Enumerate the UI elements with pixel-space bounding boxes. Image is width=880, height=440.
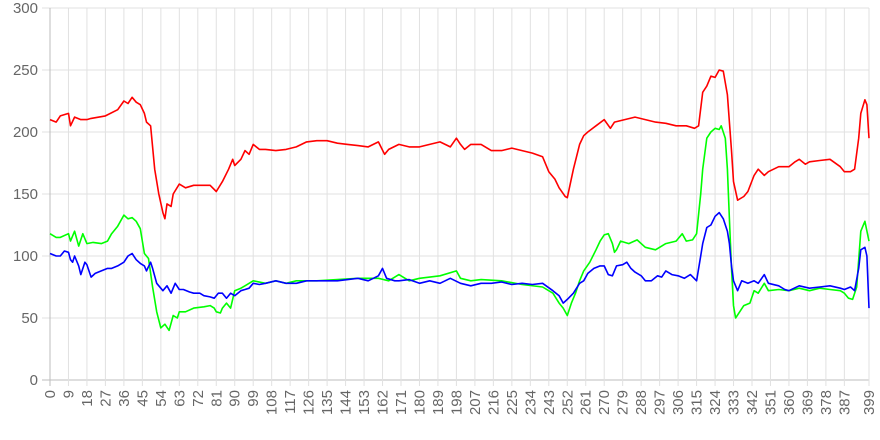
x-tick-label: 171 [393, 390, 410, 415]
x-tick-label: 81 [208, 390, 225, 407]
x-tick-label: 216 [485, 390, 502, 415]
y-tick-label: 150 [13, 186, 38, 203]
x-tick-label: 27 [97, 390, 114, 407]
x-tick-label: 288 [633, 390, 650, 415]
x-tick-label: 189 [430, 390, 447, 415]
x-tick-label: 351 [762, 390, 779, 415]
x-tick-label: 315 [689, 390, 706, 415]
x-tick-label: 342 [744, 390, 761, 415]
y-tick-label: 200 [13, 124, 38, 141]
x-tick-label: 306 [670, 390, 687, 415]
x-tick-label: 54 [153, 390, 170, 407]
y-tick-label: 0 [30, 372, 38, 389]
y-axis: 0 50 100 150 200 250 300 [13, 0, 38, 389]
x-tick-label: 297 [652, 390, 669, 415]
y-tick-label: 50 [21, 310, 38, 327]
x-tick-label: 117 [282, 390, 299, 414]
x-axis: 0 9 18 27 36 45 54 63 72 81 90 99 108 117 126 135 144 153… [42, 390, 878, 415]
x-tick-label: 180 [411, 390, 428, 415]
series-line-1 [49, 125, 870, 332]
x-tick-label: 72 [190, 390, 207, 407]
x-tick-label: 162 [375, 390, 392, 415]
x-tick-label: 90 [227, 390, 244, 407]
x-tick-label: 126 [301, 390, 318, 415]
grid [42, 7, 870, 386]
x-tick-label: 243 [541, 390, 558, 415]
x-tick-label: 153 [356, 390, 373, 415]
x-tick-label: 198 [448, 390, 465, 415]
x-tick-label: 360 [781, 390, 798, 415]
x-tick-label: 333 [726, 390, 743, 415]
x-tick-label: 108 [264, 390, 281, 415]
y-tick-label: 300 [13, 0, 38, 17]
x-tick-label: 378 [818, 390, 835, 415]
x-tick-label: 63 [171, 390, 188, 407]
x-tick-label: 36 [116, 390, 133, 407]
x-tick-label: 135 [319, 390, 336, 415]
x-tick-label: 45 [134, 390, 151, 407]
y-tick-label: 250 [13, 62, 38, 79]
x-tick-label: 207 [467, 390, 484, 415]
x-tick-label: 9 [60, 390, 77, 398]
x-tick-label: 279 [615, 390, 632, 415]
x-tick-label: 369 [799, 390, 816, 415]
x-tick-label: 252 [559, 390, 576, 415]
x-tick-label: 18 [79, 390, 96, 407]
series [49, 69, 870, 332]
series-line-0 [49, 69, 870, 220]
x-tick-label: 0 [42, 390, 59, 398]
x-tick-label: 387 [836, 390, 853, 415]
x-tick-label: 144 [338, 390, 355, 415]
x-tick-label: 399 [861, 390, 878, 415]
x-tick-label: 225 [504, 390, 521, 415]
x-tick-label: 324 [707, 390, 724, 415]
x-tick-label: 99 [245, 390, 262, 407]
y-tick-label: 100 [13, 248, 38, 265]
x-tick-label: 234 [522, 390, 539, 415]
series-line-2 [49, 211, 870, 309]
x-tick-label: 261 [578, 390, 595, 415]
x-tick-label: 270 [596, 390, 613, 415]
